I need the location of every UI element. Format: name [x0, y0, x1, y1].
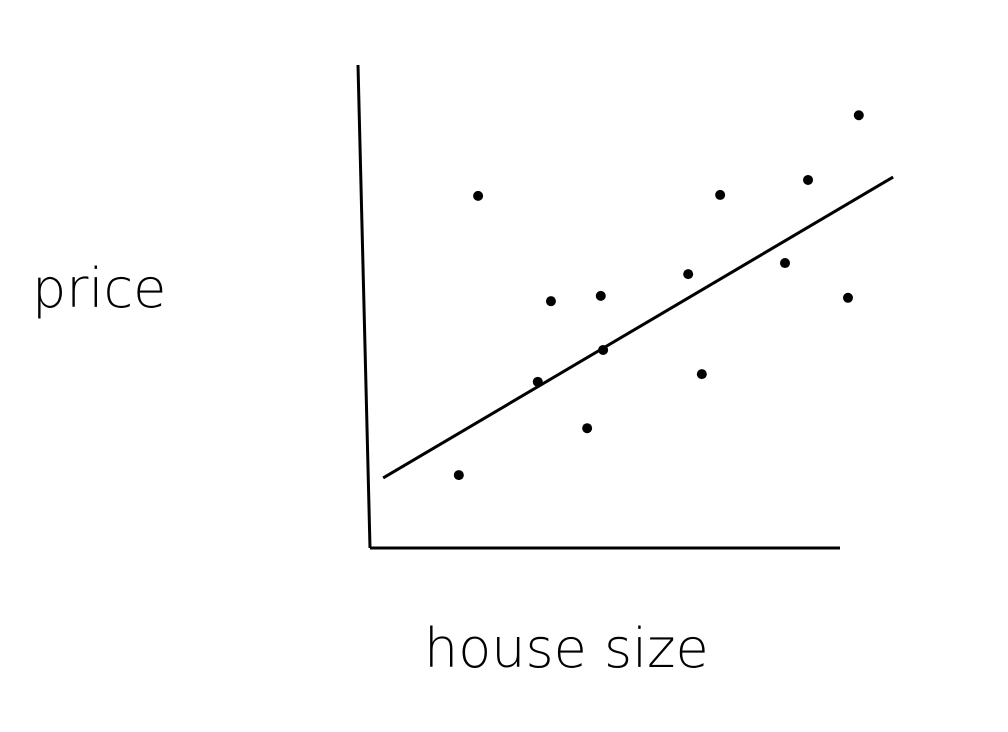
data-point	[715, 189, 726, 200]
data-point	[696, 369, 707, 380]
data-point	[683, 269, 694, 280]
data-point	[842, 292, 853, 303]
y-axis	[356, 64, 372, 549]
trend-line	[382, 175, 894, 480]
data-point	[453, 470, 464, 481]
data-point	[545, 296, 556, 307]
data-point	[532, 376, 543, 387]
y-axis-label: price	[32, 257, 166, 320]
data-point	[582, 423, 593, 434]
data-point	[803, 174, 814, 185]
data-point	[595, 290, 606, 301]
x-axis-label: house size	[424, 617, 709, 680]
data-point	[598, 344, 609, 355]
data-point	[780, 258, 791, 269]
data-point	[853, 110, 864, 121]
data-point	[473, 190, 484, 201]
